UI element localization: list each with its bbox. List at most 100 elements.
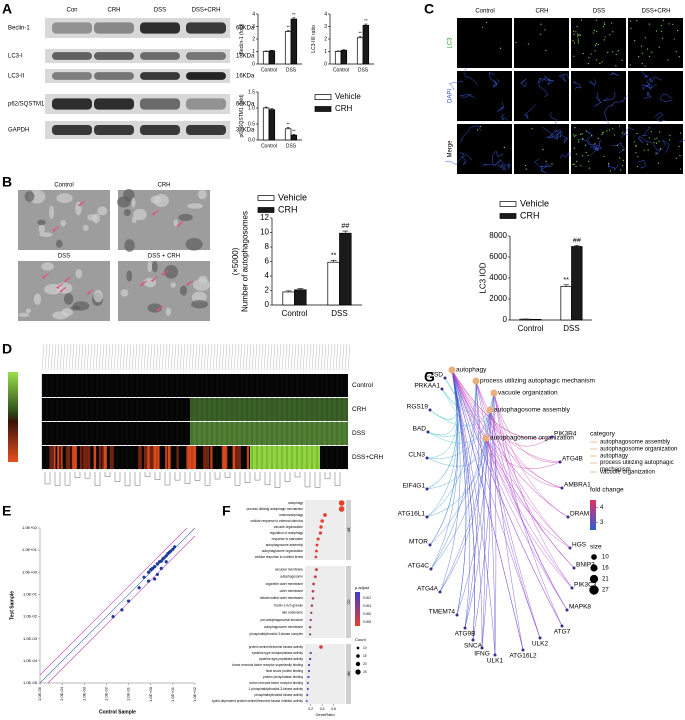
x-tick-label: 1.0E+00 (148, 686, 153, 702)
column-label-stub (83, 343, 87, 371)
em-arrow (55, 283, 64, 289)
point (173, 545, 177, 549)
x-tick-label: 1.0E-04 (59, 686, 64, 701)
edge (451, 369, 541, 639)
fluorescence-image (514, 71, 569, 121)
y-tick-label: 3 (324, 24, 327, 30)
lc3-signal (577, 38, 579, 40)
dendrogram (174, 472, 181, 481)
size-label: 37KDa (236, 128, 255, 134)
column-label-stub (224, 343, 228, 371)
fluorescence-image (628, 71, 683, 121)
dapi-outline (594, 92, 602, 107)
lc3-signal (640, 45, 643, 47)
lc3-signal (651, 51, 653, 53)
lc3-signal (579, 34, 582, 36)
dendrogram (84, 472, 91, 479)
gene-node (440, 387, 444, 391)
em-texture (33, 293, 42, 305)
lc3-signal (655, 30, 658, 32)
lc3-signal (587, 154, 589, 156)
em-texture (151, 261, 158, 273)
column-label-stub (80, 343, 84, 371)
y-tick-label: 1.0E-04 (23, 658, 38, 663)
point (171, 547, 175, 551)
y-tick-label: 8000 (489, 231, 507, 240)
dendrogram (284, 472, 291, 482)
gene-node (455, 613, 459, 617)
y-tick-label: 3 (252, 24, 255, 30)
gene-node (443, 376, 447, 380)
lc3-signal (655, 152, 657, 154)
dot (315, 543, 319, 547)
lc3-signal (575, 165, 577, 168)
dapi-outline (645, 76, 653, 91)
edge (439, 437, 487, 593)
column-label-stub (107, 343, 111, 371)
gene-node (566, 515, 570, 519)
dot (307, 669, 311, 673)
gene-node (426, 430, 430, 434)
lc3-signal (576, 26, 578, 28)
blot-band (52, 98, 92, 110)
em-texture (38, 224, 45, 234)
x-tick-label: DSS (358, 67, 369, 73)
column-label-stub (71, 343, 75, 371)
term-label: regulation of autophagy (270, 531, 304, 535)
blot-band (52, 22, 92, 34)
dendrogram (234, 472, 241, 486)
lc3-signal (592, 32, 594, 34)
em-texture (197, 189, 207, 200)
lc3-signal (618, 125, 621, 127)
x-tick-label: 1.0E+01 (170, 686, 175, 702)
size-key (356, 646, 360, 650)
column-label-stub (134, 343, 138, 371)
x-tick-label: Control (333, 67, 349, 73)
size-label: 21 (602, 577, 609, 583)
error-bar (563, 284, 569, 287)
heatmap-block (65, 446, 71, 469)
facet-strip (346, 500, 351, 560)
gene-label: ATG4A (417, 586, 438, 593)
column-label-stub (281, 343, 285, 371)
error-bar (342, 49, 346, 51)
lc3-signal (641, 52, 643, 54)
dot (311, 589, 315, 593)
dapi-outline (492, 150, 504, 165)
lc3-signal (662, 19, 664, 21)
heatmap-block (138, 446, 142, 469)
em-texture (164, 265, 179, 279)
dapi-outline (609, 72, 619, 76)
y-tick-label: 1.0E-01 (23, 591, 38, 596)
edge (493, 392, 573, 589)
column-label-stub (140, 343, 144, 371)
lc3-signal (515, 41, 517, 44)
fluorescence-image (571, 18, 626, 68)
lc3-signal (540, 23, 542, 25)
gene-node (438, 590, 442, 594)
facet-label: CC (347, 599, 351, 605)
lc3-signal (576, 33, 579, 35)
bar (290, 134, 298, 141)
bar (262, 51, 270, 65)
column-label-stub (278, 343, 282, 371)
lc3-signal (587, 63, 589, 65)
lc3-signal (615, 65, 617, 67)
lc3-signal (595, 19, 597, 21)
lc3-signal (597, 137, 599, 140)
heatmap-block (103, 446, 107, 469)
image-label: DSS + CRH (148, 254, 180, 260)
em-arrow (59, 286, 67, 293)
legend-label: CRH (278, 204, 298, 214)
image-label: Control (54, 183, 73, 189)
panel-label: F (222, 503, 231, 519)
term-label: protein serine/threonine kinase activity (249, 645, 304, 649)
heatmap-row-label: CRH (352, 406, 366, 413)
dot (310, 611, 313, 614)
heatmap-block (235, 446, 241, 469)
dapi-outline (644, 91, 652, 99)
size-label: 10 (602, 555, 609, 561)
facet-label: MF (347, 671, 351, 676)
heatmap-key (8, 372, 18, 462)
protein-label: GAPDH (8, 128, 29, 134)
